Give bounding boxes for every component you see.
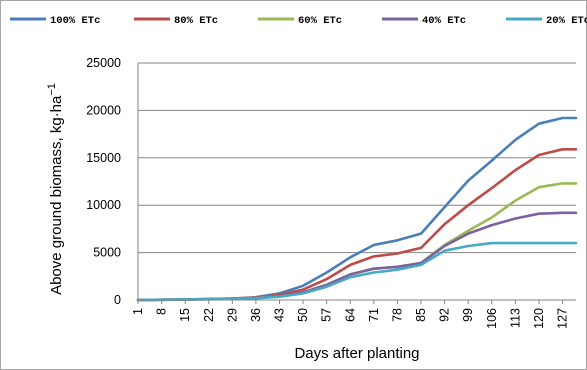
x-tick-label: 120 bbox=[532, 308, 546, 329]
x-tick-label: 106 bbox=[485, 308, 499, 329]
legend-label-5: 20% ETc bbox=[546, 15, 587, 27]
x-tick-label: 1 bbox=[131, 308, 145, 315]
x-tick-label: 22 bbox=[202, 308, 216, 322]
x-tick-label: 92 bbox=[438, 308, 452, 322]
x-tick-label: 43 bbox=[273, 308, 287, 322]
y-axis-title: Above ground biomass, kg·ha−1 bbox=[46, 83, 65, 295]
y-tick-label: 15000 bbox=[86, 151, 121, 165]
legend-label-2: 80% ETc bbox=[174, 15, 218, 27]
x-tick-label: 15 bbox=[178, 308, 192, 322]
x-tick-label: 78 bbox=[390, 308, 404, 322]
x-tick-label: 71 bbox=[367, 308, 381, 322]
series-line-2 bbox=[136, 148, 578, 302]
y-tick-labels: 0 5000 10000 15000 20000 25000 bbox=[86, 56, 121, 307]
series-line-4 bbox=[136, 211, 578, 302]
series-lines bbox=[136, 116, 578, 302]
series-line-3 bbox=[136, 182, 578, 302]
x-tick-labels: 1 8 15 22 29 36 43 50 57 64 71 78 85 92 99 106 113 120 127 bbox=[131, 300, 570, 329]
legend: 100% ETc 80% ETc 60% ETc 40% ETc 20% ETc bbox=[10, 15, 587, 27]
x-axis-title: Days after planting bbox=[294, 345, 419, 362]
x-tick-label: 8 bbox=[155, 308, 169, 315]
x-tick-label: 50 bbox=[296, 308, 310, 322]
y-tick-label: 20000 bbox=[86, 103, 121, 117]
y-tick-label: 5000 bbox=[93, 246, 121, 260]
series-line-5 bbox=[136, 241, 578, 302]
legend-label-1: 100% ETc bbox=[50, 15, 100, 27]
x-tick-label: 85 bbox=[414, 308, 428, 322]
x-tick-label: 36 bbox=[249, 308, 263, 322]
y-tick-label: 25000 bbox=[86, 56, 121, 70]
x-tick-label: 99 bbox=[461, 308, 475, 322]
legend-label-3: 60% ETc bbox=[298, 15, 342, 27]
axes bbox=[137, 63, 576, 301]
x-tick-label: 113 bbox=[508, 308, 522, 328]
x-tick-label: 127 bbox=[556, 308, 570, 329]
y-tick-label: 0 bbox=[114, 293, 121, 307]
y-axis-title-superscript: −1 bbox=[46, 83, 58, 96]
x-tick-label: 57 bbox=[320, 308, 334, 322]
x-tick-label: 29 bbox=[225, 308, 239, 322]
y-axis-title-main: Above ground biomass, kg·ha bbox=[48, 95, 65, 295]
y-tick-label: 10000 bbox=[86, 198, 121, 212]
legend-label-4: 40% ETc bbox=[422, 15, 466, 27]
x-tick-label: 64 bbox=[343, 308, 357, 322]
gridlines bbox=[138, 62, 576, 254]
